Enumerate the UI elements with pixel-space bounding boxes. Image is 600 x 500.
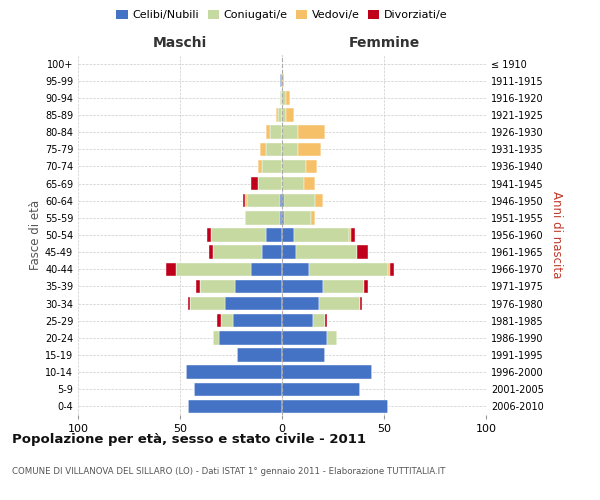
Bar — [282, 348, 325, 362]
Bar — [266, 142, 282, 156]
Bar — [286, 108, 294, 122]
Bar — [266, 126, 270, 139]
Bar — [313, 314, 325, 328]
Bar — [262, 246, 282, 259]
Bar — [166, 262, 176, 276]
Bar — [307, 160, 317, 173]
Bar — [190, 297, 225, 310]
Bar — [233, 314, 282, 328]
Bar — [270, 126, 282, 139]
Bar — [282, 382, 359, 396]
Bar — [280, 211, 282, 224]
Bar — [217, 314, 221, 328]
Text: Popolazione per età, sesso e stato civile - 2011: Popolazione per età, sesso e stato civil… — [12, 432, 366, 446]
Bar — [278, 108, 282, 122]
Bar — [390, 262, 394, 276]
Bar — [286, 91, 290, 104]
Bar — [282, 160, 307, 173]
Bar — [296, 246, 358, 259]
Bar — [206, 228, 211, 241]
Bar — [282, 400, 388, 413]
Bar — [282, 126, 298, 139]
Bar — [388, 262, 390, 276]
Y-axis label: Anni di nascita: Anni di nascita — [550, 192, 563, 278]
Bar — [298, 142, 321, 156]
Bar — [284, 194, 314, 207]
Bar — [282, 108, 286, 122]
Bar — [282, 177, 304, 190]
Bar — [282, 297, 319, 310]
Bar — [282, 228, 294, 241]
Text: Maschi: Maschi — [153, 36, 207, 50]
Bar — [282, 211, 284, 224]
Bar — [319, 297, 359, 310]
Bar — [262, 160, 282, 173]
Bar — [196, 280, 200, 293]
Bar — [364, 280, 368, 293]
Bar — [257, 177, 282, 190]
Bar — [327, 331, 337, 344]
Bar — [247, 194, 280, 207]
Text: Femmine: Femmine — [349, 36, 419, 50]
Bar — [221, 314, 233, 328]
Bar — [194, 382, 282, 396]
Text: COMUNE DI VILLANOVA DEL SILLARO (LO) - Dati ISTAT 1° gennaio 2011 - Elaborazione: COMUNE DI VILLANOVA DEL SILLARO (LO) - D… — [12, 468, 445, 476]
Bar — [200, 280, 235, 293]
Legend: Celibi/Nubili, Coniugati/e, Vedovi/e, Divorziati/e: Celibi/Nubili, Coniugati/e, Vedovi/e, Di… — [112, 6, 452, 25]
Bar — [325, 314, 327, 328]
Bar — [237, 348, 282, 362]
Bar — [314, 194, 323, 207]
Bar — [280, 91, 282, 104]
Bar — [280, 194, 282, 207]
Bar — [188, 297, 190, 310]
Bar — [225, 297, 282, 310]
Bar — [308, 262, 388, 276]
Bar — [282, 74, 284, 88]
Bar — [311, 211, 314, 224]
Bar — [209, 246, 212, 259]
Bar — [212, 246, 262, 259]
Bar — [188, 400, 282, 413]
Bar — [257, 160, 262, 173]
Bar — [282, 91, 286, 104]
Bar — [349, 228, 352, 241]
Bar — [251, 177, 257, 190]
Bar — [260, 142, 266, 156]
Y-axis label: Fasce di età: Fasce di età — [29, 200, 42, 270]
Bar — [219, 331, 282, 344]
Bar — [280, 74, 282, 88]
Bar — [358, 246, 368, 259]
Bar — [282, 194, 284, 207]
Bar — [243, 194, 245, 207]
Bar — [186, 366, 282, 379]
Bar — [282, 314, 313, 328]
Bar — [304, 177, 314, 190]
Bar — [298, 126, 325, 139]
Bar — [282, 262, 308, 276]
Bar — [282, 246, 296, 259]
Bar — [284, 211, 311, 224]
Bar — [323, 280, 364, 293]
Bar — [276, 108, 278, 122]
Bar — [282, 366, 372, 379]
Bar — [282, 331, 327, 344]
Bar — [352, 228, 355, 241]
Bar — [245, 194, 247, 207]
Bar — [359, 297, 362, 310]
Bar — [282, 142, 298, 156]
Bar — [251, 262, 282, 276]
Bar — [245, 211, 280, 224]
Bar — [266, 228, 282, 241]
Bar — [235, 280, 282, 293]
Bar — [176, 262, 251, 276]
Bar — [294, 228, 349, 241]
Bar — [212, 331, 219, 344]
Bar — [211, 228, 266, 241]
Bar — [282, 280, 323, 293]
